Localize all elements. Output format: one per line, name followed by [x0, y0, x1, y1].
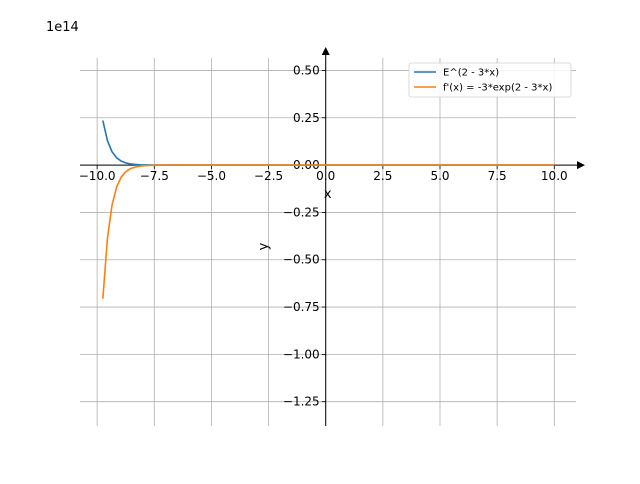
x-tick-label: −2.5 — [254, 169, 283, 183]
y-tick-label: −0.75 — [283, 300, 320, 314]
x-tick-label: −10.0 — [79, 169, 116, 183]
x-tick-label: 5.0 — [430, 169, 449, 183]
series-line-2 — [102, 164, 555, 299]
legend-label: E^(2 - 3*x) — [443, 68, 499, 79]
y-tick-label: −0.50 — [283, 253, 320, 267]
y-axis-arrow — [321, 47, 330, 55]
series-line-1 — [102, 120, 555, 166]
y-tick-label: −0.25 — [283, 205, 320, 219]
y-axis-label: y — [257, 242, 272, 250]
y-tick-label: −1.00 — [283, 347, 320, 361]
x-tick-label: 0.0 — [316, 169, 335, 183]
x-axis-label: x — [324, 187, 332, 202]
legend-label: f'(x) = -3*exp(2 - 3*x) — [443, 83, 552, 94]
x-tick-label: 2.5 — [373, 169, 392, 183]
legend-box — [408, 62, 572, 98]
y-tick-label: 0.25 — [293, 111, 320, 125]
y-scale-label: 1e14 — [46, 20, 79, 35]
x-tick-label: 7.5 — [488, 169, 507, 183]
x-tick-label: 10.0 — [541, 169, 568, 183]
y-tick-label: −1.25 — [283, 395, 320, 409]
x-tick-label: −7.5 — [140, 169, 169, 183]
x-axis-arrow — [577, 161, 585, 170]
x-tick-label: −5.0 — [197, 169, 226, 183]
y-tick-label: 0.50 — [293, 63, 320, 77]
